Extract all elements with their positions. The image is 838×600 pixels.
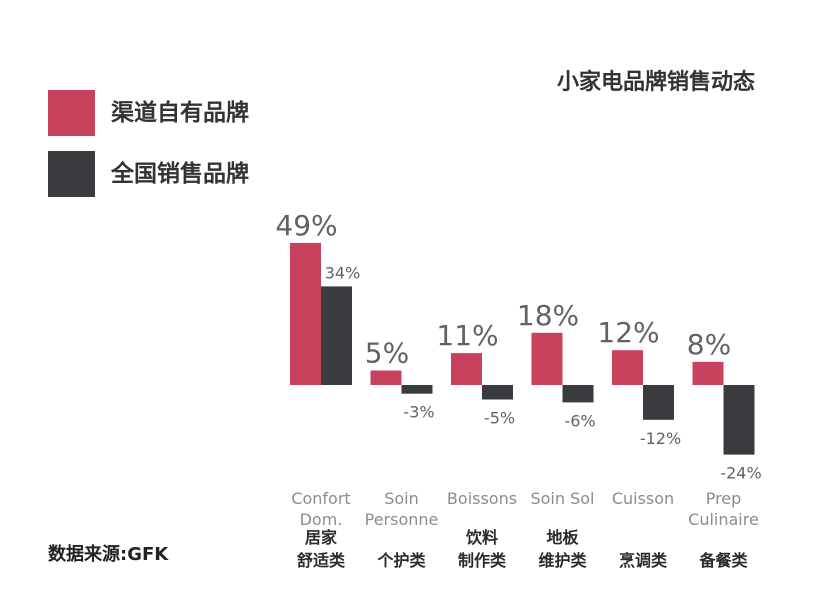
category-label-zh-1-0: 个护类 bbox=[376, 551, 426, 570]
bar-private-label-0 bbox=[290, 242, 321, 385]
category-label-zh-4-0: 烹调类 bbox=[619, 551, 668, 570]
category-label-zh-3-0: 地板 bbox=[546, 528, 579, 547]
data-label-national-brand-4: -12% bbox=[640, 429, 681, 448]
data-label-national-brand-1: -3% bbox=[403, 403, 434, 422]
data-label-private-label-4: 12% bbox=[597, 316, 659, 349]
data-label-national-brand-2: -5% bbox=[484, 409, 515, 428]
category-label-en-5-1: Culinaire bbox=[688, 510, 759, 529]
bar-national-brand-3 bbox=[562, 385, 594, 403]
data-label-private-label-2: 11% bbox=[436, 319, 498, 352]
bar-national-brand-5 bbox=[723, 385, 755, 455]
category-label-en-5-0: Prep bbox=[706, 489, 742, 508]
category-label-zh-0-0: 居家 bbox=[305, 528, 338, 547]
category-label-zh-0-1: 舒适类 bbox=[297, 551, 346, 570]
bar-national-brand-2 bbox=[482, 385, 513, 400]
data-label-private-label-3: 18% bbox=[517, 299, 579, 332]
category-label-en-1-1: Personne bbox=[365, 510, 439, 529]
chart-title: 小家电品牌销售动态 bbox=[556, 70, 755, 95]
bar-national-brand-4 bbox=[643, 385, 674, 420]
legend-label-private-label: 渠道自有品牌 bbox=[111, 100, 249, 126]
category-label-en-3-0: Soin Sol bbox=[530, 489, 594, 508]
bar-private-label-4 bbox=[612, 350, 643, 385]
category-label-en-2-0: Boissons bbox=[447, 489, 517, 508]
bar-national-brand-1 bbox=[401, 385, 433, 394]
bar-private-label-2 bbox=[451, 353, 482, 385]
category-label-en-1-0: Soin bbox=[384, 489, 419, 508]
data-label-national-brand-0: 34% bbox=[325, 263, 361, 282]
category-label-zh-2-0: 饮料 bbox=[465, 528, 498, 547]
data-label-national-brand-3: -6% bbox=[564, 411, 595, 430]
data-label-national-brand-5: -24% bbox=[720, 464, 761, 483]
data-source: 数据来源:GFK bbox=[48, 544, 169, 565]
category-label-zh-2-1: 制作类 bbox=[458, 551, 507, 570]
category-label-zh-3-1: 维护类 bbox=[538, 551, 587, 570]
data-label-private-label-5: 8% bbox=[687, 328, 731, 361]
legend-label-national-brand: 全国销售品牌 bbox=[111, 161, 249, 187]
category-label-en-0-0: Confort bbox=[291, 489, 350, 508]
bar-private-label-3 bbox=[531, 332, 563, 385]
data-label-private-label-1: 5% bbox=[365, 337, 409, 370]
bar-national-brand-0 bbox=[321, 286, 352, 385]
category-label-en-0-1: Dom. bbox=[300, 510, 343, 529]
bar-private-label-1 bbox=[370, 370, 402, 385]
data-label-private-label-0: 49% bbox=[275, 209, 337, 242]
legend-swatch-national-brand bbox=[48, 151, 95, 197]
category-label-zh-5-0: 备餐类 bbox=[698, 551, 748, 570]
bar-private-label-5 bbox=[692, 361, 724, 385]
category-label-en-4-0: Cuisson bbox=[612, 489, 674, 508]
legend-swatch-private-label bbox=[48, 90, 95, 136]
